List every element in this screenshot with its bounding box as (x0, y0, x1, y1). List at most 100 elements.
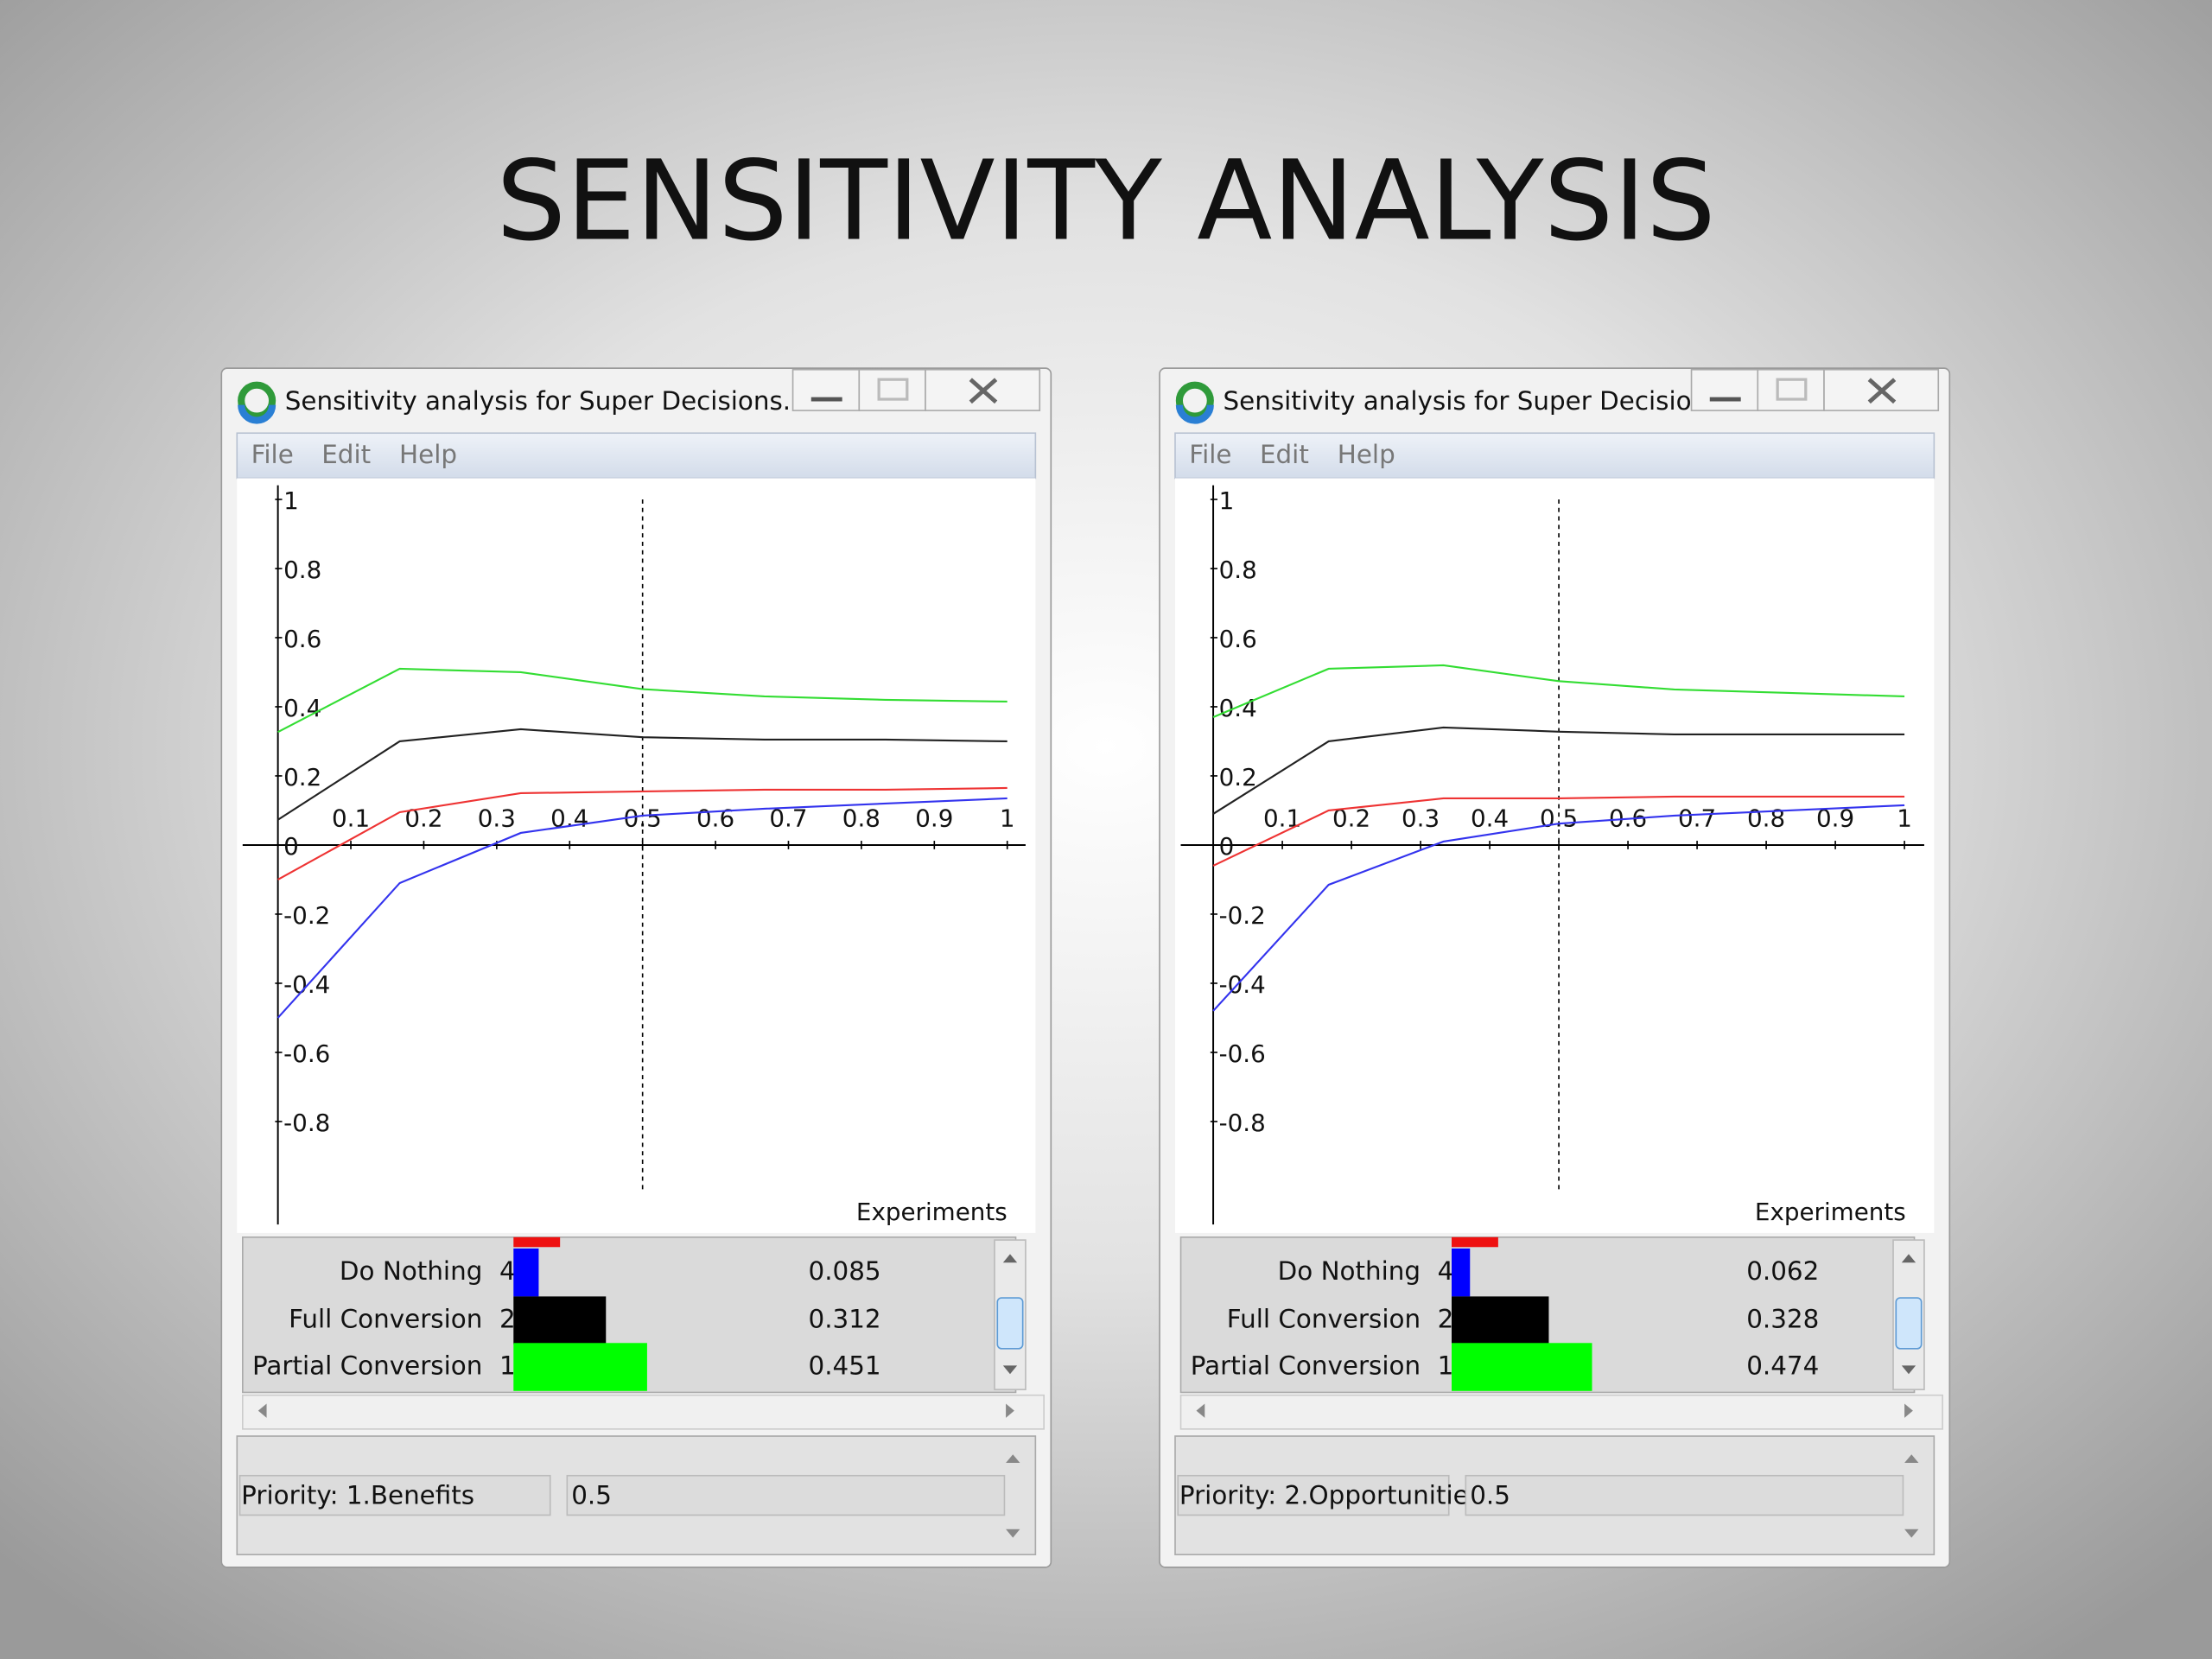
scroll-right[interactable] (1006, 1403, 1014, 1418)
window-title: Sensitivity analysis for Super Decisions… (285, 386, 807, 416)
y-tick-label: -0.8 (1219, 1109, 1266, 1137)
menu-item[interactable]: Edit (1260, 440, 1309, 469)
maximize-glyph (1776, 378, 1808, 401)
alternative-rank: 1 (1438, 1351, 1454, 1381)
series-line (276, 797, 1007, 1019)
alternative-rank: 4 (1438, 1256, 1454, 1286)
status-scroll-up[interactable] (1904, 1454, 1919, 1464)
y-tick-label: -0.4 (1219, 970, 1266, 999)
scroll-left[interactable] (1196, 1403, 1205, 1418)
menu-item[interactable]: Help (1338, 440, 1395, 469)
close-glyph (1867, 378, 1897, 404)
chart-area (237, 478, 1036, 1233)
x-tick-label: 0.3 (478, 804, 516, 833)
alternative-value: 0.085 (809, 1256, 881, 1286)
y-tick-label: -0.2 (1219, 901, 1266, 930)
alternative-bar (513, 1343, 647, 1391)
x-tick-label: 1 (1000, 804, 1015, 833)
scroll-thumb[interactable] (996, 1297, 1024, 1350)
status-scroll-down[interactable] (1006, 1529, 1020, 1538)
alternative-bar (1452, 1343, 1592, 1391)
alternative-bar (513, 1296, 607, 1344)
alternative-value: 0.474 (1746, 1351, 1819, 1381)
app-icon (1175, 381, 1214, 420)
alternative-value: 0.328 (1746, 1305, 1819, 1334)
alternative-bar (513, 1248, 539, 1297)
x-axis-label: Experiments (1755, 1198, 1906, 1226)
menu-bar (236, 432, 1037, 480)
app-icon (238, 381, 276, 420)
series-line (1212, 726, 1905, 815)
scroll-down[interactable] (1901, 1365, 1916, 1375)
menu-item[interactable]: File (251, 440, 294, 469)
priority-value-box[interactable] (566, 1474, 1006, 1516)
y-tick-label: 0.8 (1219, 556, 1257, 584)
series-line (1212, 804, 1905, 1012)
status-scroll-down[interactable] (1904, 1529, 1919, 1538)
y-tick-label: 0.8 (283, 556, 321, 584)
alternative-rank: 2 (1438, 1305, 1454, 1334)
scroll-thumb[interactable] (1895, 1297, 1923, 1350)
maximize-button[interactable] (858, 368, 926, 411)
alternative-name: Do Nothing (340, 1256, 482, 1286)
series-line (1212, 664, 1905, 718)
alternative-name: Full Conversion (1227, 1305, 1421, 1334)
scroll-up[interactable] (1901, 1254, 1916, 1263)
scroll-left[interactable] (257, 1403, 267, 1418)
y-tick-label: 1 (1219, 486, 1235, 515)
x-tick-label: 0.9 (915, 804, 953, 833)
scroll-up[interactable] (1002, 1254, 1018, 1263)
x-tick-label: 0.8 (842, 804, 880, 833)
y-tick-label: 0 (283, 832, 299, 861)
priority-label: Priority: 1.Benefits (241, 1481, 474, 1510)
minimize-button[interactable] (791, 368, 861, 411)
x-tick-label: 0.8 (1747, 804, 1785, 833)
x-tick-label: 0.1 (1263, 804, 1301, 833)
y-tick-label: 0.2 (1219, 763, 1257, 791)
y-tick-label: 0.2 (283, 763, 321, 791)
x-tick-label: 0.6 (696, 804, 734, 833)
menu-item[interactable]: File (1189, 440, 1231, 469)
alternative-name: Full Conversion (289, 1305, 482, 1334)
alternative-name: Partial Conversion (252, 1351, 482, 1381)
series-line (1212, 795, 1905, 867)
horizontal-scrollbar (242, 1394, 1045, 1430)
x-tick-label: 0.7 (1678, 804, 1716, 833)
y-tick-label: -0.8 (283, 1109, 330, 1137)
menu-item[interactable]: Edit (321, 440, 371, 469)
series-line (277, 786, 1007, 880)
alternative-bar (1452, 1248, 1471, 1297)
priority-label-box (238, 1474, 551, 1516)
y-tick-label: -0.6 (283, 1039, 330, 1068)
x-tick-label: 0.4 (1471, 804, 1509, 833)
y-tick-label: 0.6 (283, 625, 321, 653)
app-icon-arrow (1175, 404, 1214, 424)
alternative-rank: 4 (499, 1256, 516, 1286)
scroll-down[interactable] (1002, 1365, 1018, 1375)
series-line (277, 728, 1007, 821)
x-tick-label: 0.3 (1402, 804, 1440, 833)
series-line (277, 667, 1007, 734)
maximize-button[interactable] (1757, 368, 1825, 411)
scroll-right[interactable] (1904, 1403, 1913, 1418)
hidden-row-bar (1452, 1236, 1498, 1248)
x-axis-label: Experiments (856, 1198, 1007, 1226)
menu-bar (1174, 432, 1936, 480)
minimize-button[interactable] (1690, 368, 1759, 411)
window-title: Sensitivity analysis for Super Decisions… (1224, 386, 1745, 416)
x-tick-label: 0.5 (1540, 804, 1578, 833)
x-tick-label: 0.1 (332, 804, 370, 833)
y-tick-label: 0 (1219, 832, 1235, 861)
y-tick-label: -0.6 (1219, 1039, 1266, 1068)
priority-value-box[interactable] (1465, 1474, 1904, 1516)
menu-item[interactable]: Help (399, 440, 457, 469)
horizontal-scrollbar (1179, 1394, 1943, 1430)
x-tick-label: 1 (1897, 804, 1912, 833)
priority-label-box (1177, 1474, 1450, 1516)
close-glyph (969, 378, 998, 404)
status-scroll-up[interactable] (1006, 1454, 1020, 1464)
alternative-name: Partial Conversion (1191, 1351, 1421, 1381)
alternative-value: 0.312 (809, 1305, 881, 1334)
